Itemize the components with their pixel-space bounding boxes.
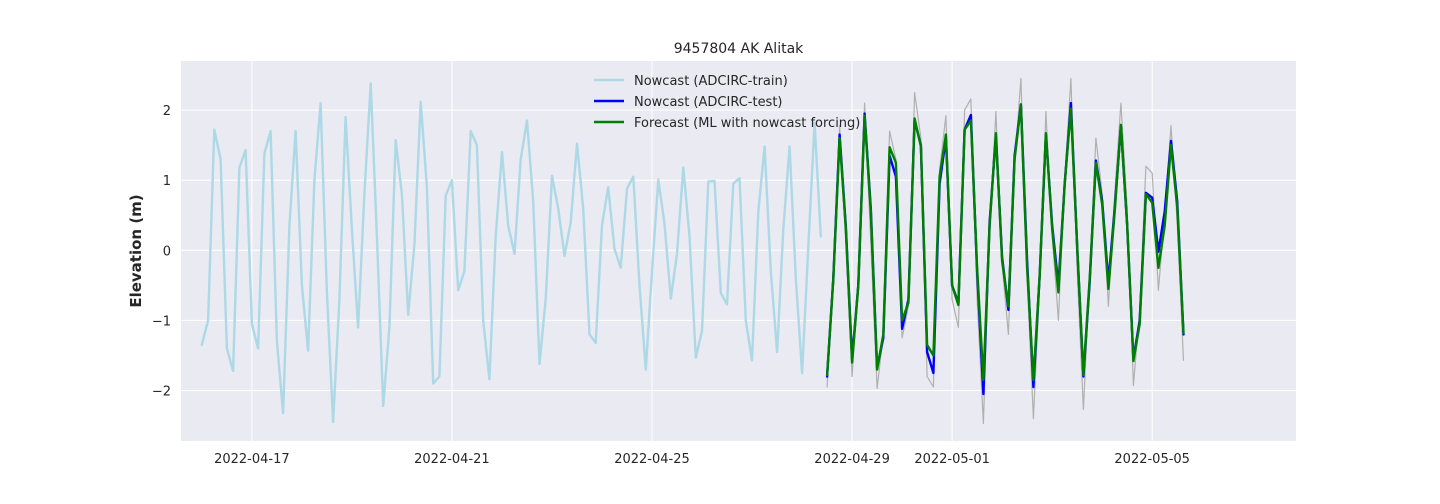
y-tick-label: 2 — [163, 104, 171, 119]
legend: Nowcast (ADCIRC-train) Nowcast (ADCIRC-te… — [594, 74, 860, 131]
x-tick-label: 2022-05-05 — [1114, 452, 1190, 467]
x-tick-label: 2022-04-29 — [814, 452, 890, 467]
x-tick-label: 2022-04-25 — [614, 452, 690, 467]
y-tick-label: −1 — [152, 314, 171, 329]
x-tick-label: 2022-05-01 — [914, 452, 990, 467]
y-tick-label: 1 — [163, 174, 171, 189]
legend-label: Forecast (ML with nowcast forcing) — [634, 116, 860, 131]
chart-title: 9457804 AK Alitak — [674, 41, 804, 57]
y-tick-label: 0 — [163, 244, 171, 259]
x-axis-ticks: 2022-04-17 2022-04-21 2022-04-25 2022-04-29… — [214, 452, 1190, 467]
series-lines — [200, 77, 1185, 425]
y-axis-label: Elevation (m) — [127, 194, 145, 307]
series-line-nowcast-train — [200, 82, 822, 424]
x-tick-label: 2022-04-21 — [414, 452, 490, 467]
legend-label: Nowcast (ADCIRC-test) — [634, 95, 783, 110]
x-tick-label: 2022-04-17 — [214, 452, 290, 467]
y-axis-ticks: −2 −1 0 1 2 — [152, 104, 171, 399]
legend-label: Nowcast (ADCIRC-train) — [634, 74, 788, 89]
series-line-forecast — [825, 103, 1185, 382]
y-tick-label: −2 — [152, 385, 171, 400]
